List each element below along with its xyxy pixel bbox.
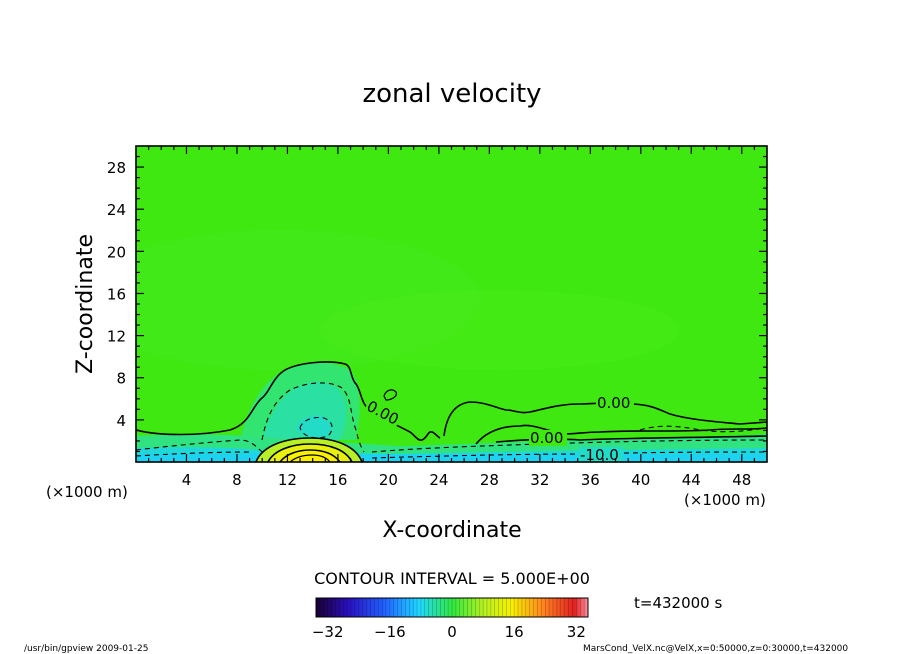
x-tick-label: 8 [232,471,242,489]
positive-jet-contour-3 [279,449,341,462]
colorbar-tick-label: 32 [567,623,586,641]
neg5-contour-dome [261,382,365,453]
colorbar-tick-label: 16 [505,623,524,641]
y-tick-label: 12 [107,328,126,346]
neg10-contour-dome [299,416,333,439]
x-tick-label: 36 [581,471,600,489]
colorbar-stripes [315,598,589,617]
x-unit-right: (×1000 m) [684,491,766,509]
neg10-contour-surface-left [136,451,251,457]
small-contour-loop [383,389,397,401]
footer-right: MarsCond_VelX.nc@VelX,x=0:50000,z=0:3000… [583,644,848,654]
plot-area: 0.00 0.00 0.00 -10.0 [136,146,767,464]
chart-title: zonal velocity [362,79,541,109]
neg5-contour-surface [136,439,263,453]
zero-contour-right-lower [475,424,767,445]
colorbar-frame [315,597,589,618]
x-axis-title: X-coordinate [382,518,521,543]
neg-contour-right-upper [639,425,767,433]
y-tick-label: 8 [116,370,126,388]
x-tick-label: 12 [278,471,297,489]
x-tick-label: 24 [429,471,448,489]
x-tick-label: 48 [732,471,751,489]
y-tick-label: 4 [116,412,126,430]
colorbar-tick-label: −32 [312,623,344,641]
x-tick-label: 32 [530,471,549,489]
zero-contour-right-upper [443,401,767,437]
contour-label: -10.0 [580,446,619,464]
zero-contour-dome [136,361,441,441]
x-tick-label: 40 [631,471,650,489]
positive-jet-contour-2 [267,443,353,462]
x-tick-label: 28 [480,471,499,489]
colorbar-gradient [316,598,588,617]
y-tick-label: 20 [107,243,126,261]
positive-jet-contour-1 [255,437,363,462]
x-tick-label: 4 [182,471,192,489]
time-label: t=432000 s [634,594,722,612]
contour-label: 0.00 [530,429,563,447]
field-patch [320,290,680,370]
colorbar-ticks: −32 −16 0 16 32 [312,623,586,641]
positive-jet-contour-4 [289,454,331,462]
x-tick-label: 16 [328,471,347,489]
contour-label: 0.00 [597,394,630,412]
footer-left: /usr/bin/gpview 2009-01-25 [24,644,148,654]
y-tick-label: 16 [107,285,126,303]
contour-interval: CONTOUR INTERVAL = 5.000E+00 [314,569,590,588]
colorbar: −32 −16 0 16 32 [312,597,589,641]
x-tick-label: 44 [682,471,701,489]
x-unit-left: (×1000 m) [46,483,128,501]
zero-contour-right-bottom [495,435,767,443]
y-tick-label: 28 [107,159,126,177]
x-tick-label: 20 [379,471,398,489]
y-axis-title: Z-coordinate [73,234,98,374]
y-tick-label: 24 [107,201,126,219]
negative-region-inner [296,415,332,438]
colorbar-tick-label: 0 [447,623,457,641]
colorbar-tick-label: −16 [374,623,406,641]
